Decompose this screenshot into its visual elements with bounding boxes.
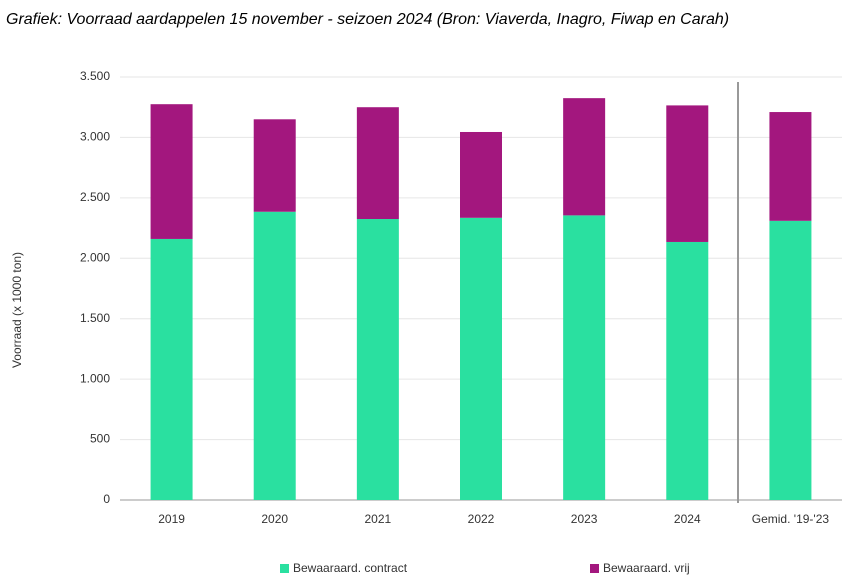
x-tick-label: 2021 [365, 512, 392, 526]
bar-segment [666, 241, 709, 500]
bar-segment [356, 107, 399, 220]
bar-segment [253, 119, 296, 212]
x-tick-label: 2019 [158, 512, 185, 526]
y-tick-label: 500 [90, 432, 110, 446]
bar-segment [150, 104, 193, 239]
x-tick-label: Gemid. '19-'23 [752, 512, 830, 526]
bar-segment [150, 238, 193, 500]
bar-segment [769, 220, 812, 500]
legend-swatch [280, 564, 289, 573]
chart-title: Grafiek: Voorraad aardappelen 15 novembe… [6, 11, 729, 28]
x-tick-label: 2024 [674, 512, 701, 526]
y-tick-label: 3.500 [80, 69, 110, 83]
y-tick-label: 1.000 [80, 371, 110, 385]
bar-segment [460, 217, 502, 500]
y-tick-label: 0 [103, 492, 110, 506]
bar-segment [666, 105, 709, 242]
legend-swatch [590, 564, 599, 573]
y-tick-label: 2.000 [80, 250, 110, 264]
legend-label: Bewaaraard. vrij [603, 561, 690, 575]
y-tick-label: 2.500 [80, 190, 110, 204]
y-axis-label: Voorraad (x 1000 ton) [10, 252, 24, 368]
x-tick-label: 2023 [571, 512, 598, 526]
bar-segment [769, 112, 812, 221]
y-tick-label: 1.500 [80, 311, 110, 325]
bar-segment [356, 219, 399, 500]
x-tick-label: 2020 [261, 512, 288, 526]
bar-segment [563, 98, 606, 216]
legend-label: Bewaaraard. contract [293, 561, 408, 575]
bar-segment [563, 215, 606, 501]
bar-segment [253, 211, 296, 500]
y-tick-label: 3.000 [80, 130, 110, 144]
x-tick-label: 2022 [468, 512, 495, 526]
bar-segment [460, 131, 502, 218]
